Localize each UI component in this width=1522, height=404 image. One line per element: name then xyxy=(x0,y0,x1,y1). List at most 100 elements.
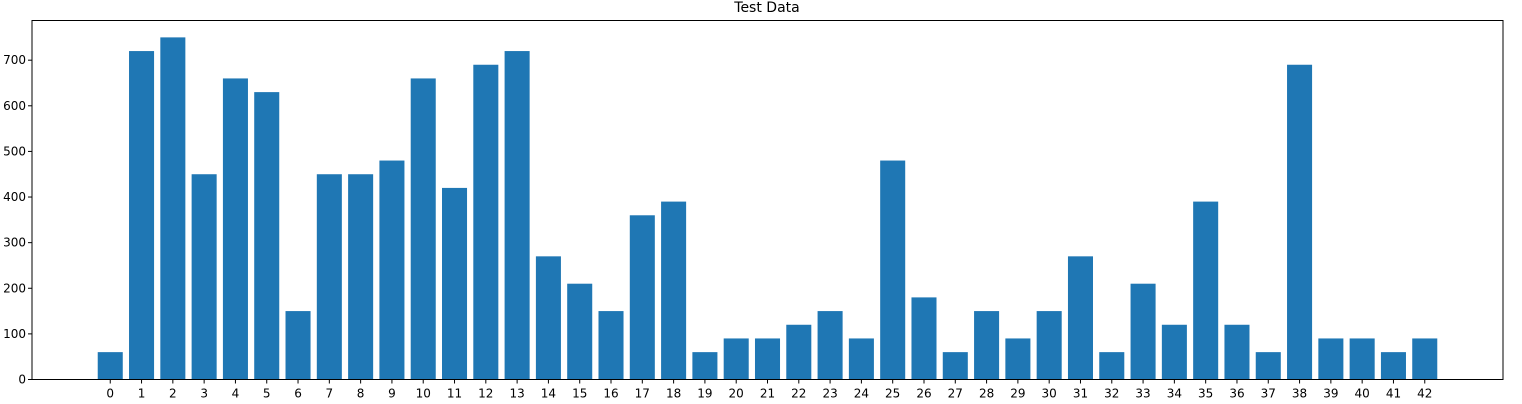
x-tick-label: 0 xyxy=(106,387,114,401)
bar-16 xyxy=(598,311,624,380)
x-tick-label: 19 xyxy=(697,387,712,401)
x-tick-label: 29 xyxy=(1010,387,1025,401)
bar-37 xyxy=(1255,352,1281,380)
x-axis-ticks: 0 1 2 3 4 5 6 7 8 9 10 11 12 13 14 15 16 17 18 19 20 21 22 23 24… xyxy=(106,379,1432,401)
y-tick-label: 500 xyxy=(3,144,26,158)
x-tick-label: 21 xyxy=(760,387,775,401)
x-tick-label: 5 xyxy=(263,387,271,401)
x-tick-label: 32 xyxy=(1104,387,1119,401)
bar-9 xyxy=(379,160,405,380)
x-tick-label: 3 xyxy=(200,387,208,401)
bar-24 xyxy=(848,338,874,380)
x-tick-label: 6 xyxy=(294,387,302,401)
x-tick-label: 10 xyxy=(416,387,431,401)
bar-12 xyxy=(473,64,499,380)
x-tick-label: 8 xyxy=(357,387,365,401)
x-tick-label: 11 xyxy=(447,387,462,401)
x-tick-label: 34 xyxy=(1167,387,1182,401)
bar-6 xyxy=(285,311,311,380)
bar-15 xyxy=(567,283,593,380)
bar-33 xyxy=(1130,283,1156,380)
bar-11 xyxy=(442,187,468,380)
bars-group xyxy=(97,37,1438,380)
x-tick-label: 35 xyxy=(1198,387,1213,401)
bar-7 xyxy=(316,174,342,380)
bar-29 xyxy=(1005,338,1031,380)
x-tick-label: 27 xyxy=(948,387,963,401)
bar-41 xyxy=(1380,352,1406,380)
bar-27 xyxy=(942,352,968,380)
y-tick-label: 200 xyxy=(3,281,26,295)
x-tick-label: 22 xyxy=(791,387,806,401)
bar-2 xyxy=(160,37,186,380)
x-tick-label: 16 xyxy=(603,387,618,401)
x-tick-label: 14 xyxy=(541,387,556,401)
x-tick-label: 20 xyxy=(729,387,744,401)
x-tick-label: 30 xyxy=(1042,387,1057,401)
bar-28 xyxy=(974,311,1000,380)
x-tick-label: 42 xyxy=(1417,387,1432,401)
x-tick-label: 28 xyxy=(979,387,994,401)
bar-20 xyxy=(723,338,749,380)
bar-3 xyxy=(191,174,217,380)
x-tick-label: 18 xyxy=(666,387,681,401)
x-tick-label: 37 xyxy=(1261,387,1276,401)
y-axis-ticks: 0 100 200 300 400 500 600 700 xyxy=(3,53,32,387)
bar-13 xyxy=(504,51,530,380)
bar-36 xyxy=(1224,324,1250,380)
x-tick-label: 2 xyxy=(169,387,177,401)
bar-23 xyxy=(817,311,843,380)
y-tick-label: 700 xyxy=(3,53,26,67)
y-tick-label: 400 xyxy=(3,190,26,204)
x-tick-label: 25 xyxy=(885,387,900,401)
x-tick-label: 31 xyxy=(1073,387,1088,401)
bar-25 xyxy=(880,160,906,380)
bar-1 xyxy=(129,51,155,380)
bar-39 xyxy=(1318,338,1344,380)
bar-19 xyxy=(692,352,718,380)
bar-5 xyxy=(254,92,280,380)
x-tick-label: 15 xyxy=(572,387,587,401)
bar-0 xyxy=(97,352,123,380)
bar-17 xyxy=(629,215,655,380)
x-tick-label: 7 xyxy=(326,387,334,401)
x-tick-label: 38 xyxy=(1292,387,1307,401)
x-tick-label: 24 xyxy=(854,387,869,401)
x-tick-label: 17 xyxy=(635,387,650,401)
x-tick-label: 36 xyxy=(1229,387,1244,401)
bar-31 xyxy=(1067,256,1093,380)
x-tick-label: 4 xyxy=(232,387,240,401)
x-tick-label: 13 xyxy=(509,387,524,401)
y-tick-label: 300 xyxy=(3,236,26,250)
plot-frame xyxy=(31,20,1504,380)
y-tick-label: 600 xyxy=(3,99,26,113)
x-tick-label: 26 xyxy=(916,387,931,401)
bar-26 xyxy=(911,297,937,380)
bar-34 xyxy=(1161,324,1187,380)
x-tick-label: 41 xyxy=(1386,387,1401,401)
x-tick-label: 9 xyxy=(388,387,396,401)
bar-10 xyxy=(410,78,436,380)
x-tick-label: 1 xyxy=(138,387,146,401)
bar-35 xyxy=(1193,201,1219,380)
bar-32 xyxy=(1099,352,1125,380)
y-tick-label: 0 xyxy=(18,373,26,387)
bar-8 xyxy=(348,174,374,380)
x-tick-label: 23 xyxy=(822,387,837,401)
bar-4 xyxy=(222,78,248,380)
bar-21 xyxy=(754,338,781,380)
x-tick-label: 12 xyxy=(478,387,493,401)
bar-38 xyxy=(1287,64,1313,380)
bar-40 xyxy=(1349,338,1375,380)
bar-14 xyxy=(535,256,561,380)
chart-title: Test Data xyxy=(733,0,799,16)
x-tick-label: 33 xyxy=(1135,387,1150,401)
bar-30 xyxy=(1036,311,1062,380)
y-tick-label: 100 xyxy=(3,327,26,341)
x-tick-label: 40 xyxy=(1355,387,1370,401)
bar-22 xyxy=(786,324,812,380)
bar-18 xyxy=(661,201,687,380)
bar-42 xyxy=(1412,338,1438,380)
x-tick-label: 39 xyxy=(1323,387,1338,401)
